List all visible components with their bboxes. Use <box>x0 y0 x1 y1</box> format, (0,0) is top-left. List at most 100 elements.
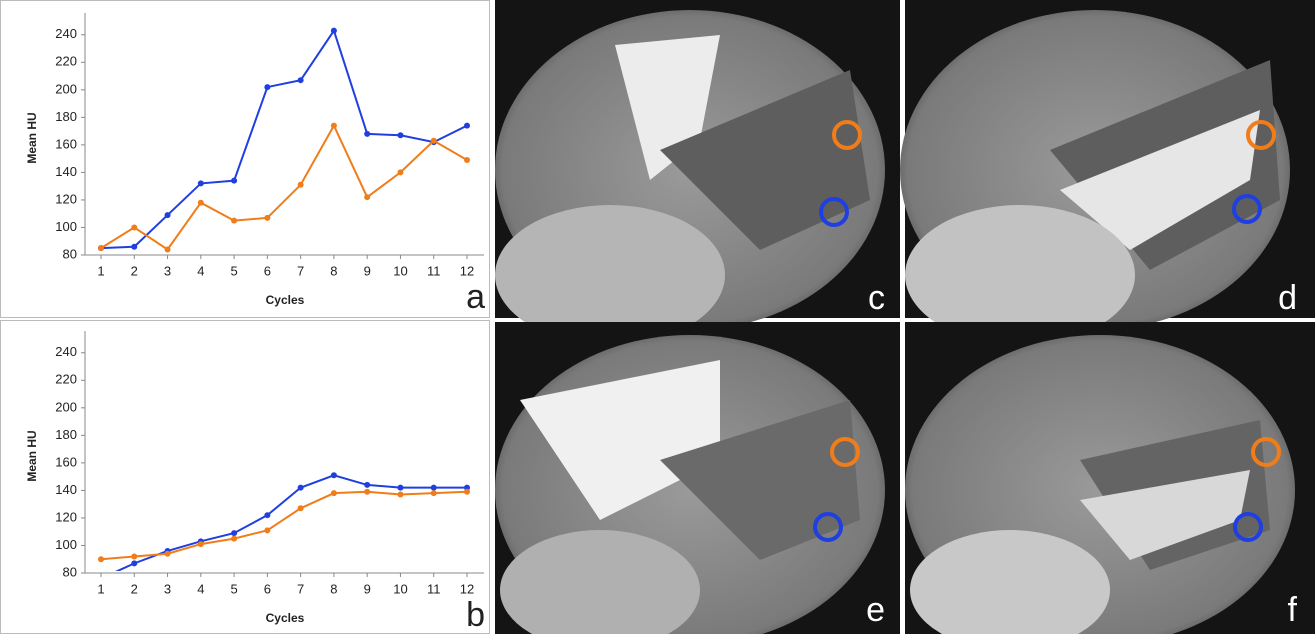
x-tick-label: 9 <box>364 581 371 596</box>
y-tick-label: 100 <box>55 537 77 552</box>
data-point <box>330 27 337 34</box>
x-tick-label: 11 <box>427 263 441 278</box>
series-line <box>100 28 468 250</box>
x-tick-label: 8 <box>330 263 337 278</box>
data-point <box>197 199 204 206</box>
x-tick-label: 12 <box>460 263 474 278</box>
y-tick-label: 180 <box>55 427 77 442</box>
x-tick-label: 8 <box>330 581 337 596</box>
x-tick-label: 7 <box>297 581 304 596</box>
x-tick-label: 4 <box>197 581 204 596</box>
data-point <box>98 556 104 563</box>
x-tick-label: 5 <box>230 263 237 278</box>
data-point <box>464 157 470 164</box>
data-point <box>430 484 437 491</box>
x-tick-label: 2 <box>131 581 138 596</box>
data-point <box>364 481 371 488</box>
data-point <box>131 560 138 567</box>
data-point <box>231 177 238 184</box>
x-tick-label: 10 <box>393 263 407 278</box>
data-point <box>98 245 104 252</box>
x-tick-label: 3 <box>164 263 171 278</box>
x-tick-label: 6 <box>264 581 271 596</box>
ct-image <box>495 322 900 634</box>
y-tick-label: 80 <box>63 564 77 579</box>
x-axis-title: Cycles <box>266 611 305 625</box>
data-point <box>131 553 138 560</box>
data-point <box>330 472 337 479</box>
data-point <box>231 530 238 537</box>
x-tick-label: 3 <box>164 581 171 596</box>
x-tick-label: 12 <box>460 581 474 596</box>
data-point <box>231 217 238 224</box>
y-axis-title: Mean HU <box>25 430 39 481</box>
data-point <box>164 246 171 253</box>
data-point <box>330 122 337 129</box>
panel-label: f <box>1288 591 1298 629</box>
y-tick-label: 180 <box>55 109 77 124</box>
y-tick-label: 140 <box>55 482 77 497</box>
data-point <box>297 484 304 491</box>
y-tick-label: 220 <box>55 54 77 69</box>
data-point <box>364 488 371 495</box>
plot-area <box>98 27 470 253</box>
x-tick-label: 1 <box>97 581 104 596</box>
y-tick-label: 160 <box>55 136 77 151</box>
ct-image <box>905 322 1315 634</box>
x-tick-label: 7 <box>297 263 304 278</box>
data-point <box>397 491 404 498</box>
data-point <box>131 224 138 231</box>
data-point <box>397 132 404 139</box>
data-point <box>464 488 470 495</box>
panel-label: d <box>1278 279 1297 317</box>
data-point <box>164 212 171 219</box>
y-axis-title: Mean HU <box>25 112 39 163</box>
y-tick-label: 100 <box>55 219 77 234</box>
data-point <box>297 181 304 188</box>
panel-label: b <box>466 596 485 634</box>
panel-frame <box>0 0 490 318</box>
panel-frame <box>0 320 490 634</box>
data-point <box>364 130 371 137</box>
y-tick-label: 120 <box>55 191 77 206</box>
series-line <box>115 474 467 571</box>
ct-image <box>495 0 900 345</box>
data-point <box>264 214 271 221</box>
data-point <box>197 541 204 548</box>
x-tick-label: 10 <box>393 581 407 596</box>
y-tick-label: 200 <box>55 399 77 414</box>
y-tick-label: 120 <box>55 509 77 524</box>
x-axis-title: Cycles <box>266 293 305 307</box>
y-tick-label: 240 <box>55 344 77 359</box>
data-point <box>364 194 371 201</box>
y-tick-label: 220 <box>55 372 77 387</box>
panel-label: c <box>868 279 885 317</box>
y-tick-label: 80 <box>63 246 77 261</box>
y-tick-label: 140 <box>55 164 77 179</box>
data-point <box>264 512 271 519</box>
panel-label: e <box>866 591 885 629</box>
data-point <box>397 484 404 491</box>
data-point <box>330 490 337 497</box>
data-point <box>164 550 171 557</box>
data-point <box>297 505 304 512</box>
x-tick-label: 1 <box>97 263 104 278</box>
data-point <box>464 122 470 129</box>
y-tick-label: 200 <box>55 81 77 96</box>
data-point <box>397 169 404 176</box>
data-point <box>264 84 271 91</box>
series-line <box>100 490 468 561</box>
data-point <box>297 77 304 84</box>
x-tick-label: 9 <box>364 263 371 278</box>
x-tick-label: 5 <box>230 581 237 596</box>
x-tick-label: 2 <box>131 263 138 278</box>
y-tick-label: 160 <box>55 454 77 469</box>
data-point <box>464 484 470 491</box>
data-point <box>430 490 437 497</box>
x-tick-label: 6 <box>264 263 271 278</box>
data-point <box>430 137 437 144</box>
x-tick-label: 4 <box>197 263 204 278</box>
data-point <box>197 180 204 187</box>
